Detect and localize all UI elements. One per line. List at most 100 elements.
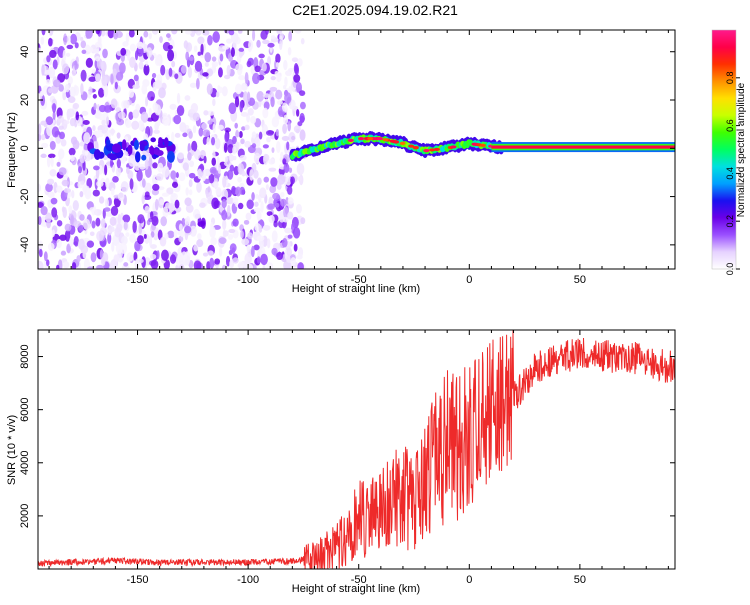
noise-blob (137, 120, 145, 131)
noise-blob (222, 175, 227, 188)
noise-blob (252, 30, 256, 41)
spectrogram-x-tick-label: -50 (351, 274, 367, 286)
noise-blob (85, 30, 90, 39)
snr-y-axis-label: SNR (10 * v/v) (6, 415, 18, 485)
noise-blob (269, 86, 278, 92)
spectrogram-x-tick-label: 0 (466, 274, 472, 286)
noise-blob (193, 45, 198, 53)
noise-blob (223, 142, 228, 153)
noise-blob (261, 62, 267, 72)
noise-blob (211, 56, 217, 62)
noise-blob (211, 61, 219, 68)
noise-blob (59, 234, 67, 241)
noise-blob (45, 79, 51, 85)
noise-blob (51, 207, 58, 218)
noise-blob (294, 30, 302, 34)
noise-blob (63, 188, 72, 193)
noise-blob (202, 30, 210, 36)
noise-blob (192, 125, 197, 134)
noise-blob (93, 165, 100, 171)
noise-blob (83, 132, 91, 145)
noise-blob (198, 127, 204, 137)
noise-blob (101, 75, 108, 86)
noise-blob (200, 43, 204, 56)
noise-blob (38, 123, 42, 136)
noise-blob (166, 187, 174, 195)
noise-blob (164, 232, 169, 240)
noise-blob (51, 126, 60, 138)
noise-blob (169, 103, 177, 110)
noise-blob (137, 235, 144, 245)
noise-blob (166, 150, 175, 163)
noise-blob (47, 242, 55, 251)
noise-blob (266, 211, 273, 217)
colorbar-tick-label: 0.0 (725, 263, 735, 276)
noise-blob (202, 252, 209, 257)
snr-x-tick-label: -50 (351, 574, 367, 586)
noise-blob (262, 93, 271, 98)
noise-blob (279, 39, 283, 51)
noise-blob (177, 152, 185, 160)
snr-x-tick-label: -100 (237, 574, 259, 586)
spectrogram-signal-track (289, 130, 675, 162)
noise-blob (93, 148, 101, 160)
noise-blob (109, 216, 117, 226)
noise-blob (174, 199, 180, 209)
noise-blob (45, 212, 52, 223)
noise-blob (171, 181, 179, 188)
noise-blob (104, 198, 109, 208)
steady-band-core (491, 145, 675, 149)
noise-blob (154, 79, 163, 89)
noise-blob (59, 131, 65, 140)
spectrogram-x-tick-label: -150 (127, 274, 149, 286)
noise-blob (256, 210, 262, 221)
signal-peak (433, 147, 440, 152)
noise-blob (162, 116, 170, 126)
noise-blob (100, 218, 106, 229)
noise-blob (144, 159, 149, 170)
noise-blob (92, 125, 96, 132)
noise-blob (75, 111, 80, 121)
spectrogram-x-ticks: -150 -100 -50 0 50 (48, 30, 669, 286)
noise-blob (238, 130, 243, 139)
noise-blob (78, 166, 83, 174)
noise-blob (206, 83, 213, 95)
noise-blob (131, 120, 140, 130)
noise-blob (64, 223, 72, 232)
noise-blob (168, 202, 176, 213)
noise-blob (276, 182, 282, 190)
noise-blob (159, 36, 163, 44)
noise-blob (40, 153, 47, 159)
noise-blob (83, 258, 91, 269)
spectrogram-y-tick-label: 40 (19, 46, 31, 58)
noise-blob (142, 178, 146, 188)
noise-blob (251, 245, 255, 258)
noise-blob (150, 231, 155, 238)
noise-blob (126, 167, 130, 175)
noise-blob (178, 172, 186, 182)
noise-blob (78, 224, 85, 232)
noise-blob (235, 131, 240, 138)
noise-blob (222, 45, 230, 50)
noise-blob (132, 220, 137, 233)
noise-blob (184, 197, 192, 207)
noise-blob (271, 147, 275, 153)
noise-blob (143, 234, 147, 239)
signal-peak (377, 137, 384, 141)
noise-blob (107, 30, 115, 39)
noise-blob (253, 207, 261, 213)
noise-blob (158, 87, 166, 99)
noise-blob (197, 221, 206, 228)
noise-blob (167, 230, 175, 239)
noise-blob (167, 44, 173, 50)
noise-blob (161, 165, 170, 178)
noise-blob (112, 68, 117, 77)
spectrogram-y-tick-label: 0 (19, 145, 31, 151)
noise-blob (207, 250, 214, 257)
noise-blob (256, 91, 265, 102)
noise-blob (138, 222, 143, 235)
snr-y-tick-label: 2000 (19, 504, 31, 528)
noise-blob (232, 135, 237, 145)
noise-blob (88, 76, 97, 82)
noise-blob (87, 46, 94, 53)
